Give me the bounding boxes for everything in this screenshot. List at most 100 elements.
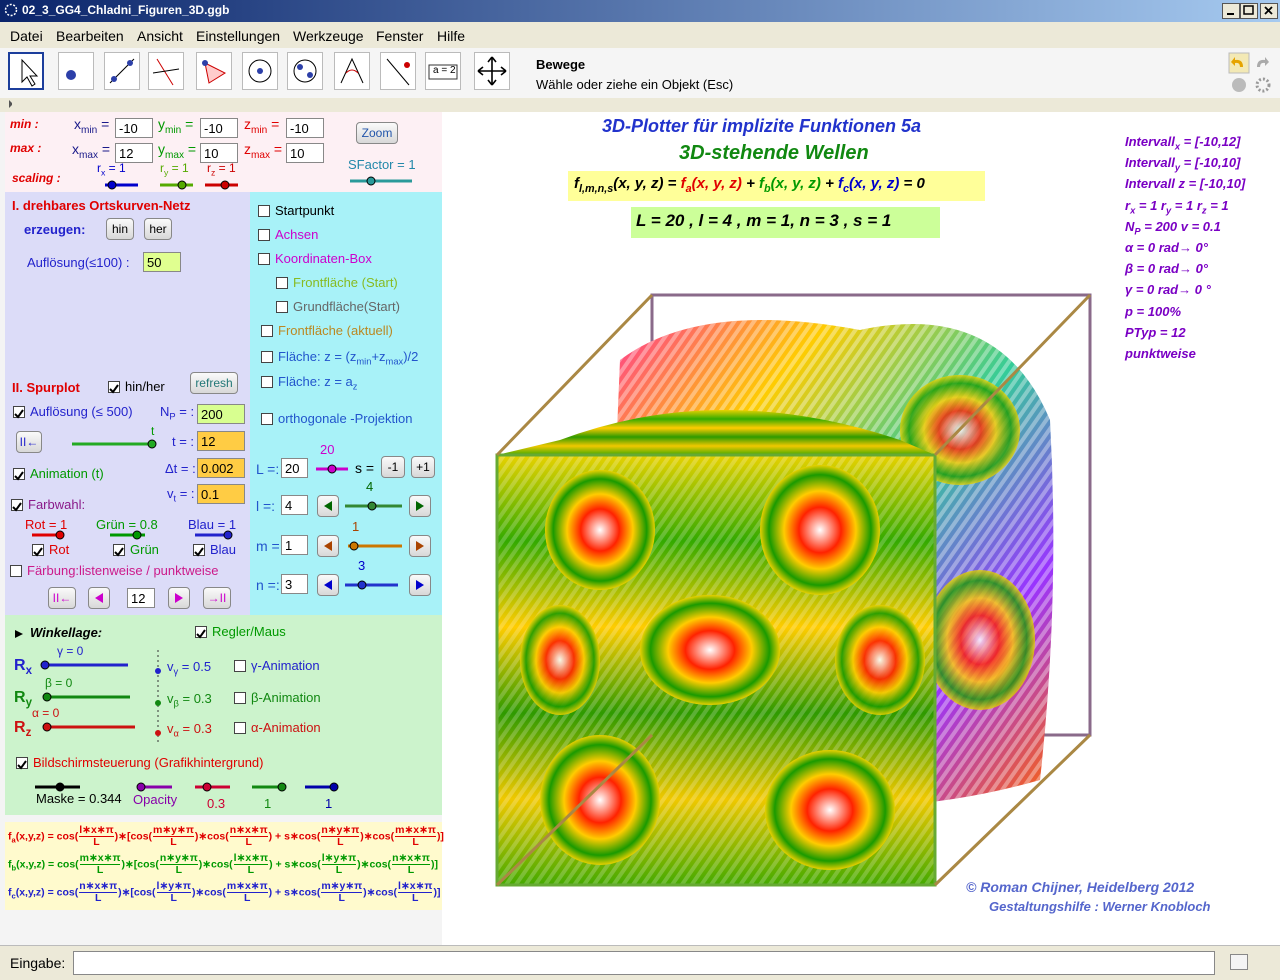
checkbox[interactable]: [258, 229, 270, 241]
button[interactable]: -1: [381, 456, 405, 478]
menu-item[interactable]: Einstellungen: [196, 28, 281, 44]
slider-knob: [107, 180, 117, 190]
checkbox[interactable]: [261, 325, 273, 337]
input-field[interactable]: 1: [281, 535, 308, 555]
button[interactable]: [88, 587, 110, 609]
axis-label: Rz: [14, 719, 31, 739]
text-part: z: [25, 727, 32, 740]
checkbox[interactable]: [113, 544, 125, 557]
point: [155, 668, 161, 674]
menu-item[interactable]: Fenster: [376, 28, 424, 44]
input-field[interactable]: 0.1: [197, 484, 245, 504]
text-part: R: [14, 719, 26, 736]
fraction: m∗x∗π L: [226, 880, 268, 904]
checkbox[interactable]: [10, 565, 22, 577]
maximize-button[interactable]: [1240, 3, 1258, 19]
input-field[interactable]: 12: [127, 588, 155, 608]
input-field[interactable]: [73, 951, 1215, 975]
input-field[interactable]: 10: [286, 143, 324, 163]
tool-button[interactable]: [474, 52, 510, 90]
checkbox[interactable]: [261, 351, 273, 363]
checkbox[interactable]: [261, 413, 273, 425]
tool-button[interactable]: [334, 52, 370, 90]
checkbox[interactable]: [258, 205, 270, 217]
tool-button[interactable]: [58, 52, 94, 90]
checkbox-label: β-Animation: [251, 690, 321, 705]
checkbox[interactable]: [13, 406, 25, 419]
text-part: r: [207, 161, 211, 175]
button[interactable]: [409, 535, 431, 557]
menu-item[interactable]: Werkzeuge: [293, 28, 364, 44]
button[interactable]: [409, 574, 431, 596]
checkbox[interactable]: [195, 626, 207, 639]
checkbox[interactable]: [234, 692, 246, 704]
tool-button[interactable]: [380, 52, 416, 90]
help-icon[interactable]: [1232, 78, 1246, 92]
input-field[interactable]: 10: [200, 143, 238, 163]
checkbox[interactable]: [11, 499, 23, 512]
button[interactable]: refresh: [190, 372, 238, 394]
button[interactable]: II←: [48, 587, 76, 609]
input-field[interactable]: 0.002: [197, 458, 245, 478]
button[interactable]: [317, 574, 339, 596]
input-help-button[interactable]: [1230, 954, 1248, 970]
checkbox[interactable]: [193, 544, 205, 557]
button[interactable]: [409, 495, 431, 517]
checkbox[interactable]: [234, 722, 246, 734]
text-part: L: [170, 892, 177, 905]
checkbox[interactable]: [16, 757, 28, 770]
tool-button[interactable]: [242, 52, 278, 90]
credit: Gestaltungshilfe : Werner Knobloch: [989, 899, 1211, 914]
input-field[interactable]: 20: [281, 458, 308, 478]
input-field[interactable]: 200: [197, 404, 245, 424]
input-field[interactable]: 4: [281, 495, 308, 515]
tool-button[interactable]: [287, 52, 323, 90]
text-part: b: [764, 183, 771, 195]
checkbox[interactable]: [276, 301, 288, 313]
checkbox[interactable]: [108, 381, 120, 394]
button[interactable]: her: [144, 218, 172, 240]
close-button[interactable]: [1260, 3, 1278, 19]
button[interactable]: hin: [106, 218, 134, 240]
checkbox[interactable]: [258, 253, 270, 265]
tool-button[interactable]: [148, 52, 184, 90]
menu-item[interactable]: Datei: [10, 28, 43, 44]
fraction: m∗y∗π L: [153, 824, 194, 848]
arrow-icon: [416, 501, 424, 511]
menu-item[interactable]: Hilfe: [437, 28, 466, 44]
button[interactable]: II←: [16, 431, 42, 453]
input-field[interactable]: 3: [281, 574, 308, 594]
button[interactable]: →II: [203, 587, 231, 609]
button[interactable]: [317, 495, 339, 517]
checkbox-label: Frontfläche (Start): [293, 275, 398, 290]
info-line: γ = 0 rad→ 0 °: [1125, 282, 1211, 298]
checkbox[interactable]: [32, 544, 44, 557]
checkbox[interactable]: [276, 277, 288, 289]
button[interactable]: +1: [411, 456, 435, 478]
tool-button[interactable]: [196, 52, 232, 90]
checkbox[interactable]: [13, 468, 25, 481]
minimize-button[interactable]: [1222, 3, 1240, 19]
arrow-icon: [324, 541, 332, 551]
text-part: y: [1174, 162, 1181, 173]
input-field[interactable]: 12: [115, 143, 153, 163]
checkbox-label: Fläche: z = (zmin+zmax)/2: [278, 349, 418, 367]
tool-button[interactable]: [8, 52, 44, 90]
redo-icon[interactable]: [1257, 57, 1269, 67]
button[interactable]: Zoom: [356, 122, 398, 144]
menu-item[interactable]: Bearbeiten: [56, 28, 124, 44]
input-field[interactable]: -10: [286, 118, 324, 138]
input-field[interactable]: -10: [115, 118, 153, 138]
input-field[interactable]: -10: [200, 118, 238, 138]
menu-item[interactable]: Ansicht: [137, 28, 183, 44]
tool-button[interactable]: [104, 52, 140, 90]
input-field[interactable]: 50: [143, 252, 181, 272]
input-field[interactable]: 12: [197, 431, 245, 451]
tool-button[interactable]: a = 2: [425, 52, 461, 90]
text-part: L: [247, 864, 255, 877]
checkbox[interactable]: [234, 660, 246, 672]
settings-icon[interactable]: [1255, 77, 1271, 93]
button[interactable]: [317, 535, 339, 557]
checkbox[interactable]: [261, 376, 273, 388]
button[interactable]: [168, 587, 190, 609]
